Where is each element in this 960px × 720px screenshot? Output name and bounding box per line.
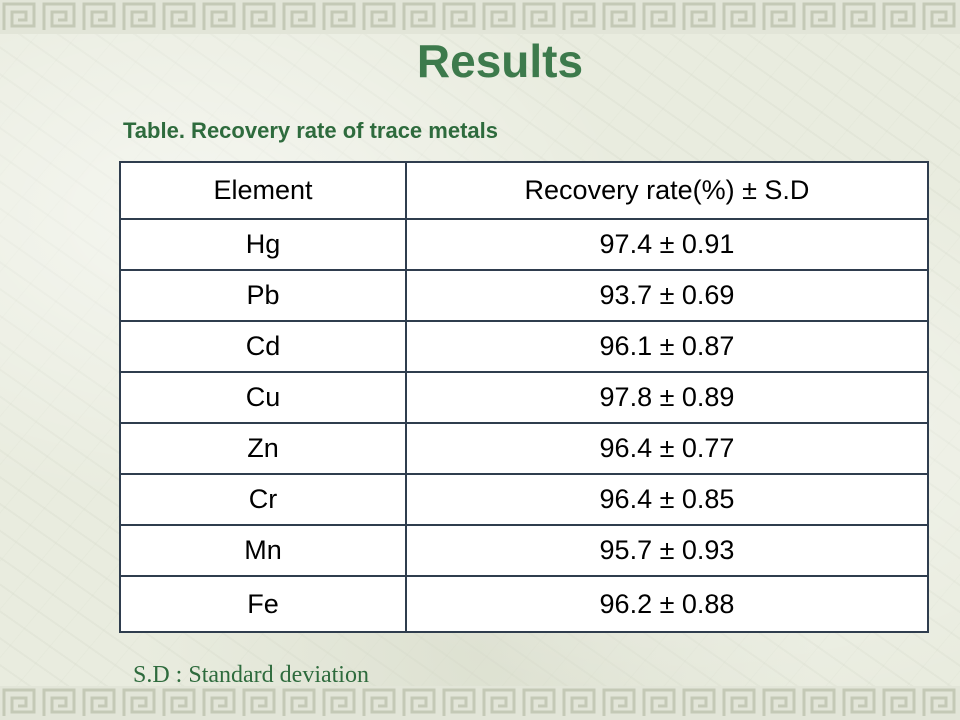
recovery-cell: 96.2 ± 0.88: [405, 575, 929, 633]
recovery-cell: 97.4 ± 0.91: [405, 218, 929, 271]
recovery-cell: 96.4 ± 0.77: [405, 422, 929, 475]
element-cell: Zn: [119, 422, 407, 475]
table-row: Zn 96.4 ± 0.77: [119, 422, 929, 475]
recovery-cell: 95.7 ± 0.93: [405, 524, 929, 577]
greek-key-pattern-bottom: [0, 686, 960, 720]
table-header-row: Element Recovery rate(%) ± S.D: [119, 161, 929, 220]
element-cell: Cu: [119, 371, 407, 424]
element-cell: Fe: [119, 575, 407, 633]
table-row: Mn 95.7 ± 0.93: [119, 524, 929, 577]
element-cell: Pb: [119, 269, 407, 322]
top-greek-key-border: [0, 0, 960, 34]
slide-title: Results: [416, 35, 584, 87]
table-row: Hg 97.4 ± 0.91: [119, 218, 929, 271]
recovery-cell: 96.4 ± 0.85: [405, 473, 929, 526]
element-cell: Mn: [119, 524, 407, 577]
recovery-cell: 97.8 ± 0.89: [405, 371, 929, 424]
footnote: S.D : Standard deviation: [133, 662, 369, 688]
table-row: Cd 96.1 ± 0.87: [119, 320, 929, 373]
header-element: Element: [119, 161, 407, 220]
table-row: Cu 97.8 ± 0.89: [119, 371, 929, 424]
element-cell: Cd: [119, 320, 407, 373]
recovery-cell: 93.7 ± 0.69: [405, 269, 929, 322]
table-row: Pb 93.7 ± 0.69: [119, 269, 929, 322]
table-row: Fe 96.2 ± 0.88: [119, 575, 929, 633]
table-caption: Table. Recovery rate of trace metals: [123, 118, 498, 143]
element-cell: Hg: [119, 218, 407, 271]
element-cell: Cr: [119, 473, 407, 526]
bottom-greek-key-border: [0, 686, 960, 720]
header-recovery-rate: Recovery rate(%) ± S.D: [405, 161, 929, 220]
recovery-rate-table: Element Recovery rate(%) ± S.D Hg 97.4 ±…: [119, 161, 929, 633]
table-row: Cr 96.4 ± 0.85: [119, 473, 929, 526]
greek-key-pattern-top: [0, 0, 960, 34]
recovery-cell: 96.1 ± 0.87: [405, 320, 929, 373]
